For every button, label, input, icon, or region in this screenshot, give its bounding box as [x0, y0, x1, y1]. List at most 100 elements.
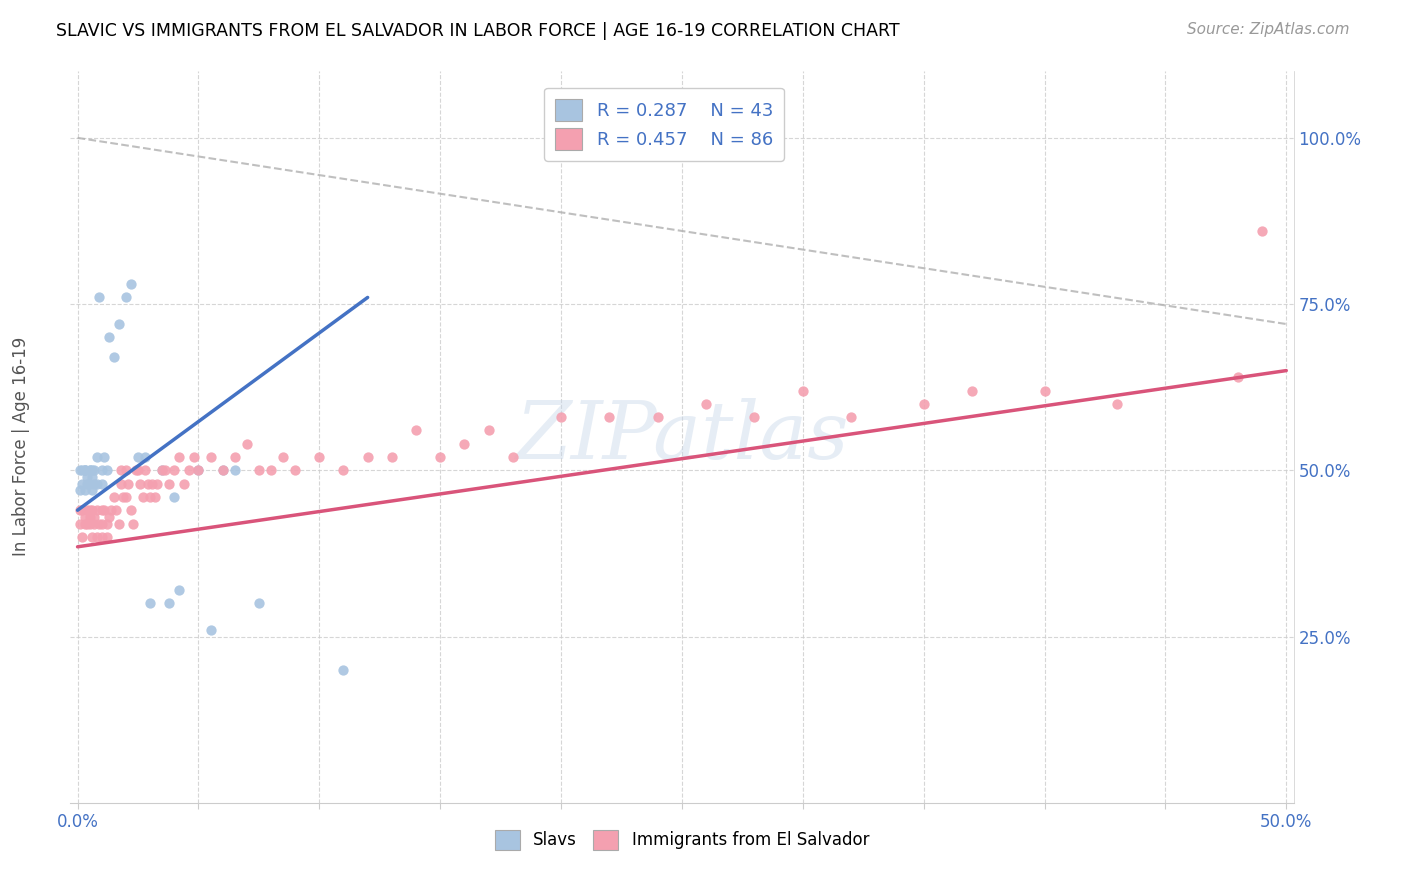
Point — [1251, 224, 1274, 238]
Point — [1226, 370, 1249, 384]
Point — [83, 463, 105, 477]
Point — [83, 476, 105, 491]
Point — [405, 424, 427, 438]
Point — [477, 424, 499, 438]
Point — [93, 450, 115, 464]
Point — [76, 516, 98, 531]
Point — [381, 450, 404, 464]
Point — [153, 463, 176, 477]
Point — [73, 463, 96, 477]
Point — [187, 463, 209, 477]
Point — [83, 509, 105, 524]
Point — [163, 463, 186, 477]
Point — [236, 436, 259, 450]
Point — [79, 463, 101, 477]
Point — [332, 663, 354, 677]
Point — [76, 503, 98, 517]
Point — [79, 509, 101, 524]
Point — [139, 596, 162, 610]
Point — [76, 476, 98, 491]
Point — [110, 476, 132, 491]
Point — [100, 503, 122, 517]
Point — [79, 503, 101, 517]
Point — [80, 483, 103, 498]
Point — [141, 476, 163, 491]
Point — [173, 476, 195, 491]
Point — [115, 290, 138, 304]
Point — [72, 530, 94, 544]
Legend: Slavs, Immigrants from El Salvador: Slavs, Immigrants from El Salvador — [488, 823, 876, 856]
Point — [69, 516, 91, 531]
Point — [127, 450, 149, 464]
Point — [86, 476, 108, 491]
Point — [453, 436, 475, 450]
Point — [120, 277, 142, 292]
Text: ZIPatlas: ZIPatlas — [515, 399, 849, 475]
Point — [177, 463, 200, 477]
Point — [96, 516, 118, 531]
Point — [73, 483, 96, 498]
Point — [1105, 397, 1128, 411]
Point — [146, 476, 169, 491]
Point — [96, 530, 118, 544]
Point — [73, 463, 96, 477]
Point — [83, 516, 105, 531]
Point — [107, 317, 129, 331]
Point — [103, 490, 125, 504]
Point — [356, 450, 378, 464]
Point — [122, 516, 145, 531]
Point — [79, 463, 101, 477]
Point — [157, 596, 180, 610]
Point — [112, 490, 135, 504]
Point — [839, 410, 862, 425]
Point — [429, 450, 451, 464]
Point — [103, 351, 125, 365]
Point — [271, 450, 294, 464]
Point — [211, 463, 233, 477]
Point — [90, 503, 112, 517]
Text: Source: ZipAtlas.com: Source: ZipAtlas.com — [1187, 22, 1350, 37]
Point — [134, 463, 156, 477]
Point — [89, 516, 111, 531]
Point — [93, 503, 115, 517]
Point — [127, 463, 149, 477]
Point — [132, 490, 155, 504]
Point — [502, 450, 524, 464]
Point — [167, 450, 190, 464]
Point — [72, 503, 94, 517]
Point — [200, 450, 222, 464]
Point — [80, 530, 103, 544]
Point — [73, 516, 96, 531]
Point — [332, 463, 354, 477]
Point — [72, 463, 94, 477]
Point — [183, 450, 205, 464]
Point — [167, 582, 190, 597]
Point — [107, 516, 129, 531]
Point — [150, 463, 173, 477]
Point — [86, 503, 108, 517]
Point — [912, 397, 935, 411]
Point — [308, 450, 330, 464]
Point — [72, 476, 94, 491]
Point — [647, 410, 669, 425]
Point — [115, 463, 138, 477]
Point — [143, 490, 166, 504]
Point — [598, 410, 620, 425]
Point — [69, 463, 91, 477]
Point — [120, 503, 142, 517]
Point — [224, 463, 246, 477]
Point — [90, 463, 112, 477]
Point — [247, 463, 270, 477]
Text: SLAVIC VS IMMIGRANTS FROM EL SALVADOR IN LABOR FORCE | AGE 16-19 CORRELATION CHA: SLAVIC VS IMMIGRANTS FROM EL SALVADOR IN… — [56, 22, 900, 40]
Point — [1033, 384, 1056, 398]
Point — [139, 490, 162, 504]
Point — [79, 476, 101, 491]
Point — [90, 516, 112, 531]
Point — [73, 463, 96, 477]
Point — [80, 503, 103, 517]
Point — [247, 596, 270, 610]
Point — [124, 463, 146, 477]
Point — [98, 330, 121, 344]
Point — [136, 476, 159, 491]
Point — [200, 623, 222, 637]
